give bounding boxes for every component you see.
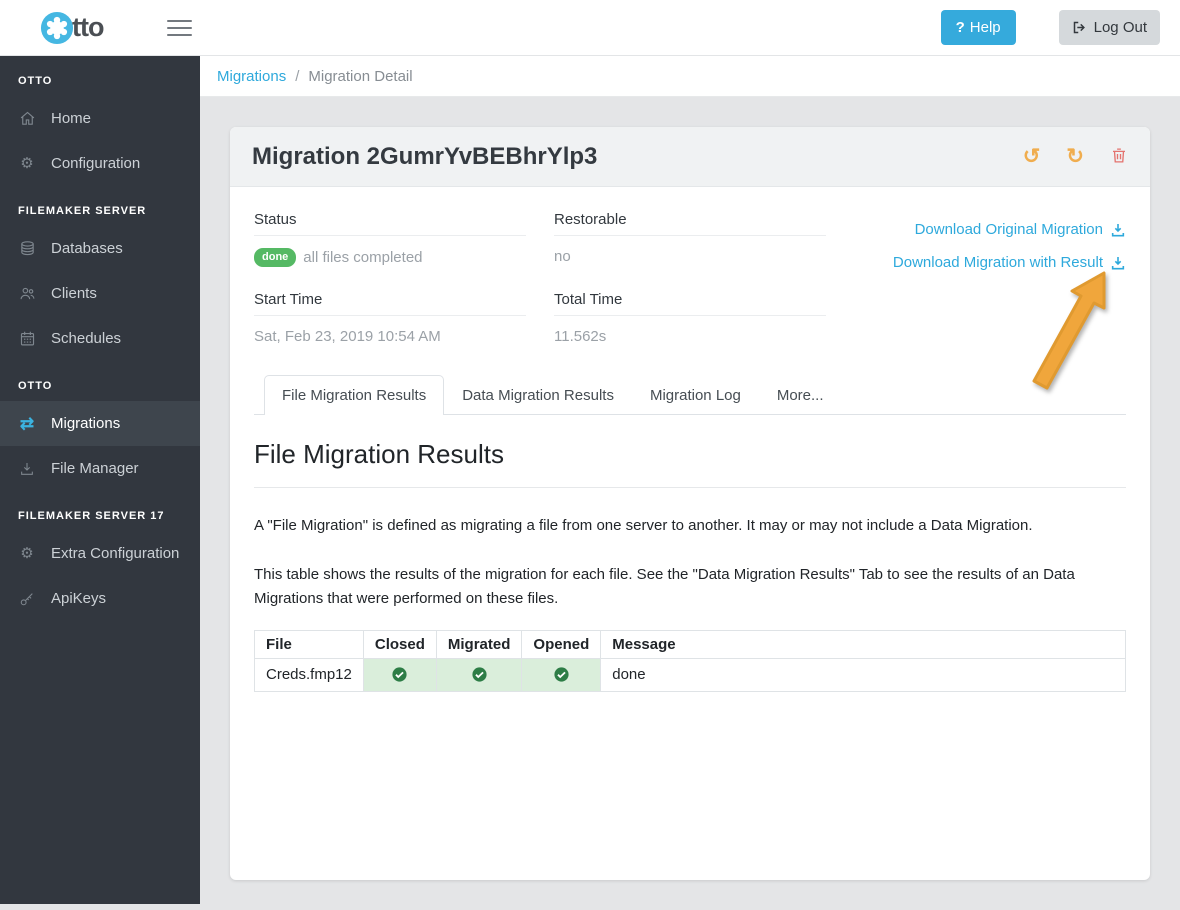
card-header: Migration 2GumrYvBEBhrYlp3 ↺ ↻ [230,127,1150,187]
undo-icon[interactable]: ↺ [1023,146,1041,167]
check-circle-icon [391,666,408,683]
download-icon [1110,255,1126,271]
total-time-value: 11.562s [554,328,826,345]
sign-out-icon [1072,20,1087,35]
logo-text: tto [72,12,103,43]
migration-details: Status done all files completed Restorab… [254,211,1126,345]
sidebar-item-label: ApiKeys [51,590,106,607]
column-header-closed: Closed [363,630,436,658]
gear-icon: ⚙ [18,156,36,171]
breadcrumb-separator: / [295,68,299,85]
database-icon [18,240,36,257]
sidebar-item-file-manager[interactable]: File Manager [0,446,200,491]
sidebar-item-label: Extra Configuration [51,545,179,562]
panel-paragraph-2: This table shows the results of the migr… [254,563,1126,610]
sidebar-item-label: Clients [51,285,97,302]
sidebar-item-label: File Manager [51,460,139,477]
sidebar-item-label: Schedules [51,330,121,347]
migrated-cell [436,658,522,691]
exchange-icon: ⇄ [18,414,36,434]
start-time-value: Sat, Feb 23, 2019 10:54 AM [254,328,526,345]
download-migration-with-result-link[interactable]: Download Migration with Result [893,254,1126,271]
column-header-migrated: Migrated [436,630,522,658]
sidebar-item-configuration[interactable]: ⚙ Configuration [0,141,200,186]
sidebar: OTTO Home ⚙ Configuration FILEMAKER SERV… [0,56,200,904]
sidebar-section-filemaker-server-17: FILEMAKER SERVER 17 [0,491,200,531]
tab-more[interactable]: More... [759,375,842,415]
opened-cell [522,658,601,691]
sidebar-section-otto: OTTO [0,56,200,96]
main-area: Migrations / Migration Detail Migration … [200,0,1180,910]
file-migration-results-panel: File Migration Results A "File Migration… [254,415,1126,692]
sidebar-item-clients[interactable]: Clients [0,271,200,316]
key-icon [18,591,36,607]
redo-icon[interactable]: ↻ [1066,146,1084,167]
question-icon: ? [956,19,965,36]
check-circle-icon [471,666,488,683]
status-badge: done [254,248,296,267]
help-button[interactable]: ?Help [941,10,1016,45]
sidebar-item-extra-configuration[interactable]: ⚙ Extra Configuration [0,531,200,576]
detail-start-time: Start Time Sat, Feb 23, 2019 10:54 AM [254,291,526,345]
sidebar-item-label: Migrations [51,415,120,432]
file-cell: Creds.fmp12 [255,658,364,691]
sidebar-section-filemaker-server: FILEMAKER SERVER [0,186,200,226]
gear-icon: ⚙ [18,546,36,561]
logout-button[interactable]: Log Out [1059,10,1160,45]
breadcrumb-migrations-link[interactable]: Migrations [217,68,286,85]
calendar-icon [18,330,36,347]
restorable-label: Restorable [554,211,826,236]
breadcrumb-current: Migration Detail [308,68,412,85]
sidebar-item-schedules[interactable]: Schedules [0,316,200,361]
sidebar-section-otto-2: OTTO [0,361,200,401]
page-title: Migration 2GumrYvBEBhrYlp3 [252,143,597,171]
sidebar-item-migrations[interactable]: ⇄ Migrations [0,401,200,446]
download-original-migration-link[interactable]: Download Original Migration [915,221,1126,238]
panel-heading: File Migration Results [254,439,1126,470]
column-header-file: File [255,630,364,658]
detail-restorable: Restorable no [554,211,826,267]
users-icon [18,285,36,302]
sidebar-item-label: Databases [51,240,123,257]
top-bar: tto ?Help Log Out [0,0,1180,56]
column-header-message: Message [601,630,1126,658]
closed-cell [363,658,436,691]
otto-logo[interactable]: tto [40,11,103,45]
check-circle-icon [553,666,570,683]
file-results-table: File Closed Migrated Opened Message Cred… [254,630,1126,692]
column-header-opened: Opened [522,630,601,658]
table-row: Creds.fmp12 done [255,658,1126,691]
menu-toggle-icon[interactable] [163,16,196,40]
tab-bar: File Migration Results Data Migration Re… [254,375,1126,415]
message-cell: done [601,658,1126,691]
tab-migration-log[interactable]: Migration Log [632,375,759,415]
restorable-value: no [554,248,826,265]
tab-file-migration-results[interactable]: File Migration Results [264,375,444,415]
sidebar-item-label: Configuration [51,155,140,172]
otto-logo-icon [40,11,74,45]
status-value: all files completed [303,249,422,266]
migration-detail-card: Migration 2GumrYvBEBhrYlp3 ↺ ↻ [230,127,1150,880]
download-icon [18,461,36,477]
download-icon [1110,222,1126,238]
sidebar-item-apikeys[interactable]: ApiKeys [0,576,200,621]
home-icon [18,110,36,127]
detail-status: Status done all files completed [254,211,526,267]
sidebar-item-label: Home [51,110,91,127]
tab-data-migration-results[interactable]: Data Migration Results [444,375,632,415]
delete-icon[interactable] [1110,146,1128,167]
breadcrumb: Migrations / Migration Detail [200,56,1180,97]
status-label: Status [254,211,526,236]
total-time-label: Total Time [554,291,826,316]
sidebar-item-databases[interactable]: Databases [0,226,200,271]
sidebar-item-home[interactable]: Home [0,96,200,141]
panel-paragraph-1: A "File Migration" is defined as migrati… [254,514,1126,537]
detail-total-time: Total Time 11.562s [554,291,826,345]
start-time-label: Start Time [254,291,526,316]
